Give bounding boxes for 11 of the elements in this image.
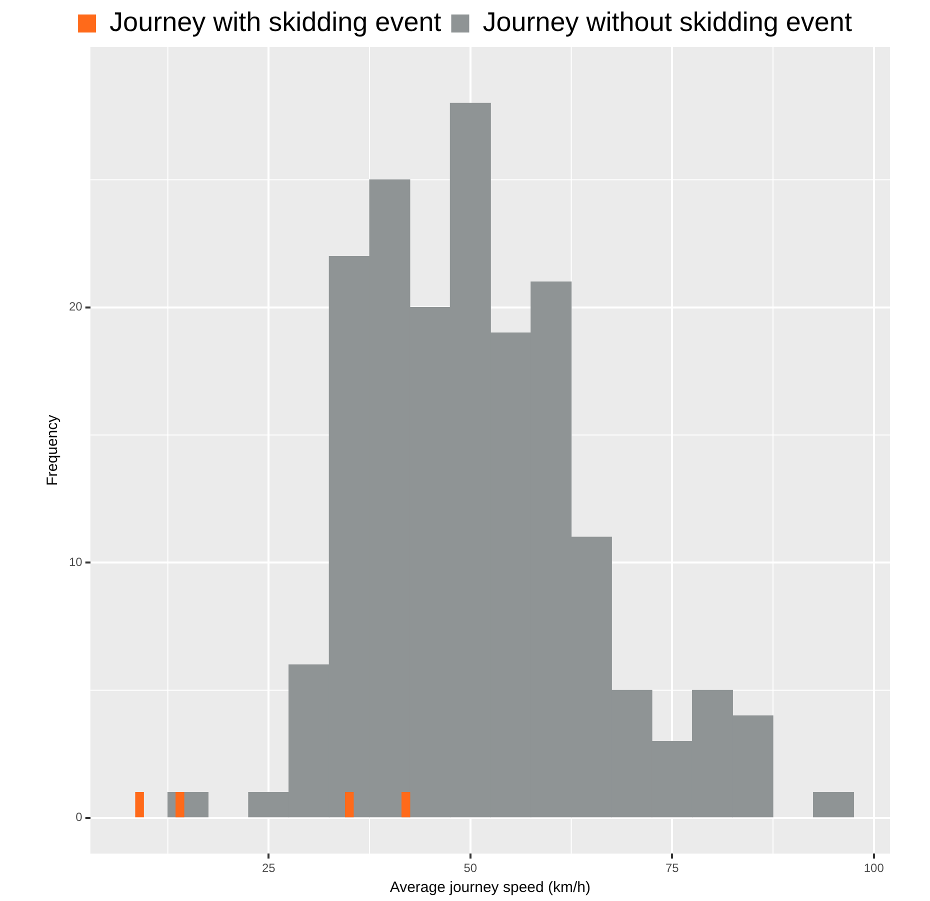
y-tick-label: 0: [76, 810, 83, 824]
legend-label: Journey without skidding event: [482, 6, 852, 37]
x-tick-label: 50: [464, 861, 478, 876]
y-tick-label: 20: [68, 300, 83, 314]
y-axis-title: Frequency: [44, 414, 62, 486]
y-tick-label: 10: [68, 554, 83, 569]
x-tick-label: 100: [864, 861, 884, 876]
x-tick-label: 75: [665, 861, 680, 876]
x-axis-title: Average journey speed (km/h): [390, 879, 591, 896]
x-tick-label: 25: [262, 861, 276, 876]
legend-label: Journey with skidding event: [110, 6, 442, 37]
